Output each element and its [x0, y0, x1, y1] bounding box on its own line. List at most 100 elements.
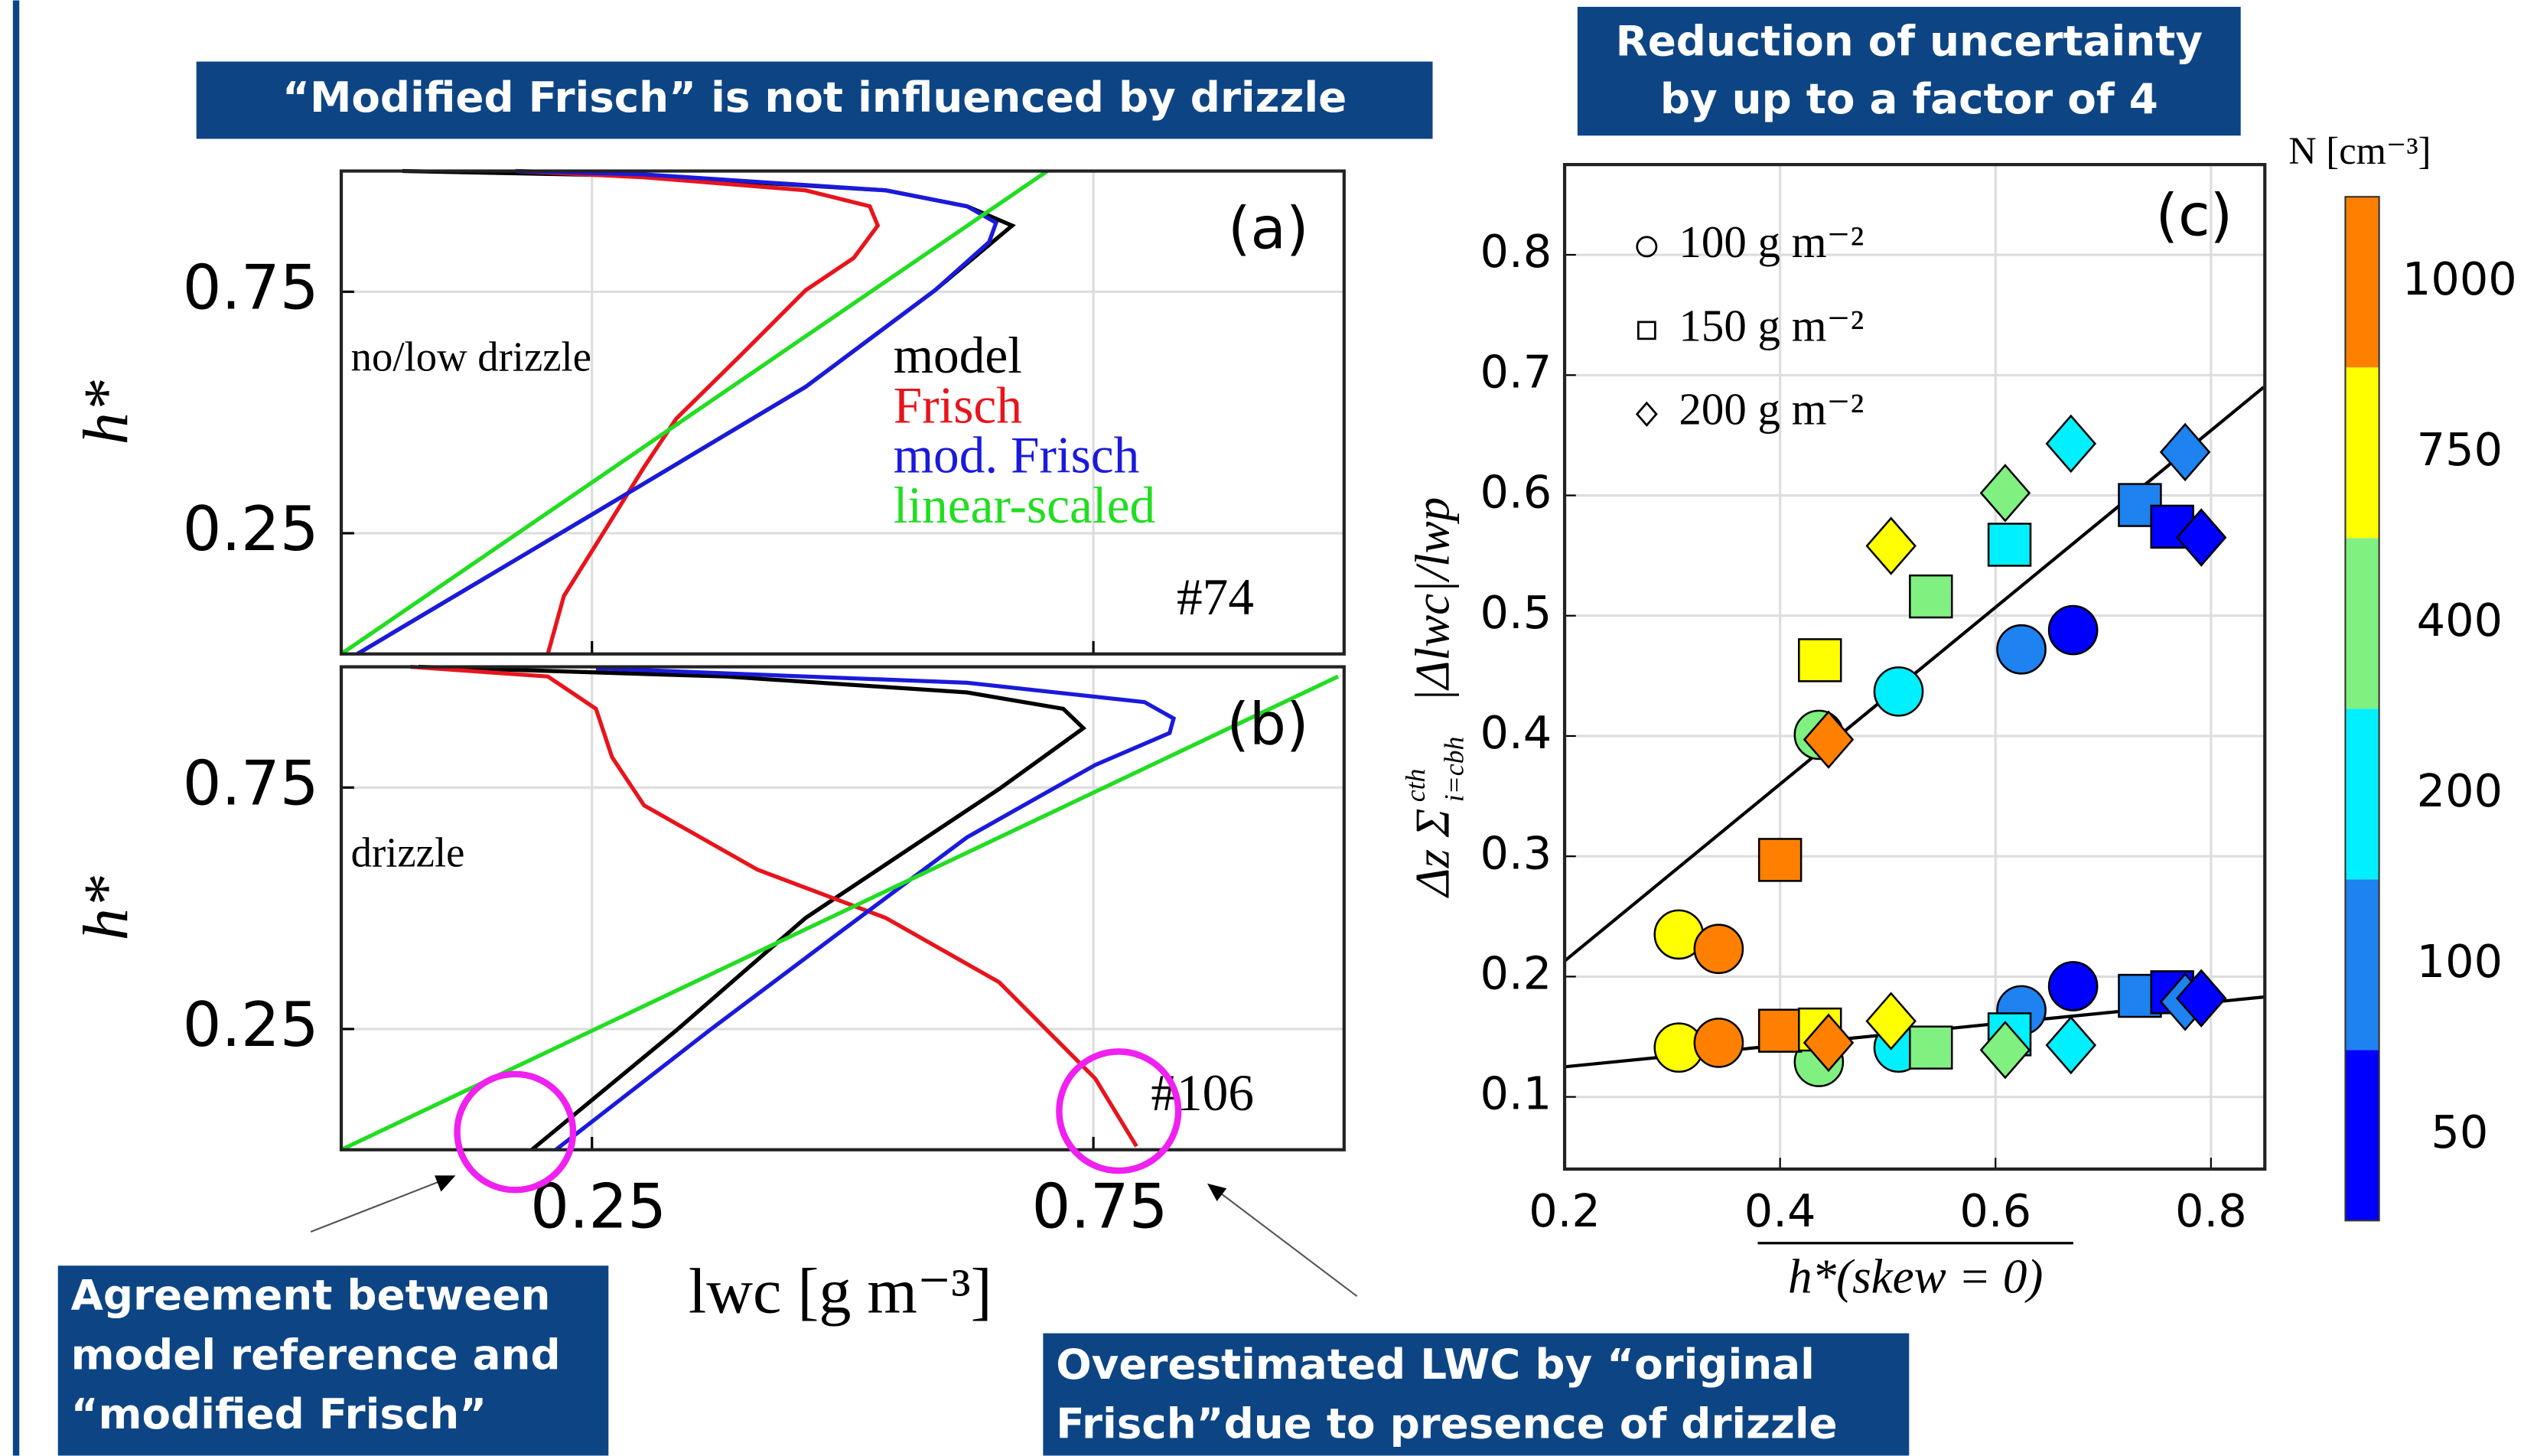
annotation-text: “modified Frisch” [71, 1389, 487, 1438]
legend-entry: linear-scaled [894, 477, 1155, 534]
profile-line [340, 674, 1340, 1152]
annotation-top-left: “Modified Frisch” is not influenced by d… [196, 61, 1433, 139]
annotation-box [57, 1265, 609, 1456]
case-label: #74 [1177, 568, 1254, 626]
profile-line [515, 168, 881, 655]
colorbar-tick-label: 750 [2417, 423, 2503, 476]
highlight-circle [454, 1070, 577, 1194]
x-axis-label: lwc [g m⁻³] [689, 1256, 992, 1327]
y-tick-label: 0.25 [183, 493, 319, 565]
marker [1909, 1025, 1953, 1070]
y-tick-label: 0.5 [1480, 586, 1552, 639]
annotation-bottom-left: Agreement between model reference and “m… [57, 1265, 609, 1456]
marker [1693, 923, 1744, 975]
annotation-box [196, 61, 1433, 139]
marker [1637, 321, 1656, 340]
annotation-box [1577, 6, 2241, 136]
annotation-text: by up to a factor of 4 [1660, 74, 2158, 123]
x-tick-label: 0.4 [1744, 1184, 1816, 1237]
marker [1803, 1013, 1855, 1073]
legend-entry: mod. Frisch [894, 427, 1140, 484]
y-tick-label: 0.8 [1480, 225, 1552, 278]
marker [1873, 666, 1924, 717]
colorbar-tick-label: 400 [2417, 594, 2503, 647]
legend-entry: Frisch [894, 376, 1022, 434]
x-tick-label: 0.6 [1959, 1184, 2031, 1237]
regime-label: no/low drizzle [351, 333, 591, 379]
marker [2047, 961, 2099, 1011]
profile-line [356, 168, 999, 656]
colorbar-tick-label: 200 [2417, 764, 2503, 817]
arrow [1211, 1186, 1358, 1298]
y-tick-label: 0.4 [1480, 706, 1552, 759]
x-axis-label: h*(skew = 0) [1788, 1250, 2044, 1304]
colorbar-tick-label: 50 [2431, 1106, 2488, 1158]
y-tick-label: 0.1 [1480, 1067, 1552, 1120]
plot-frame [339, 169, 1346, 656]
marker [1757, 838, 1803, 882]
x-tick-label: 0.75 [1032, 1171, 1168, 1243]
y-axis-label: Δz Σ cth i=cbh |Δlwc|/lwp [1400, 497, 1469, 899]
annotation-text: Reduction of uncertainty [1616, 16, 2203, 65]
y-tick-label: 0.75 [183, 252, 319, 323]
annotation-text: “Modified Frisch” is not influenced by d… [282, 73, 1347, 122]
y-axis-label-part: Δz Σ [1405, 809, 1459, 899]
x-tick-label: 0.8 [2175, 1184, 2247, 1237]
arrow-head [435, 1175, 456, 1192]
x-tick-label: 0.25 [530, 1171, 666, 1243]
y-axis-label-part: |Δlwc|/lwp [1405, 497, 1459, 702]
y-tick-label: 0.3 [1480, 826, 1552, 879]
marker [1636, 236, 1658, 258]
marker [1757, 1008, 1803, 1053]
colorbar-segment [2345, 1050, 2379, 1221]
y-tick-label: 0.2 [1480, 947, 1552, 1000]
legend-entry: 150 g m⁻² [1679, 301, 1864, 350]
marker [1865, 516, 1917, 575]
marker [2175, 508, 2227, 567]
y-axis-label: h* [71, 875, 142, 940]
y-tick-label: 0.25 [183, 989, 319, 1060]
annotation-text: Frisch”due to presence of drizzle [1056, 1399, 1837, 1448]
marker [2045, 414, 2097, 474]
marker [1987, 523, 2032, 567]
marker [1979, 1021, 2031, 1080]
y-axis-label-part: cth [1400, 769, 1431, 803]
profile-line [340, 169, 1049, 656]
colorbar-label: N [cm⁻³] [2288, 129, 2431, 172]
legend-entry: 100 g m⁻² [1679, 217, 1864, 267]
marker [2159, 422, 2211, 482]
colorbar-segment [2345, 197, 2379, 368]
marker [1693, 1018, 1744, 1068]
profile-line [418, 664, 1087, 1151]
arrow [310, 1176, 451, 1233]
y-axis-label-part: i=cbh [1438, 737, 1469, 803]
y-tick-label: 0.75 [183, 748, 319, 819]
arrow-head [1207, 1183, 1227, 1202]
annotation-text: Overestimated LWC by “original [1056, 1340, 1815, 1389]
colorbar-segment [2345, 879, 2379, 1050]
marker [1909, 574, 1953, 619]
annotation-bottom-right: Overestimated LWC by “original Frisch”du… [1043, 1333, 1910, 1456]
marker [2047, 604, 2099, 656]
regime-label: drizzle [351, 829, 465, 875]
plot-frame [1562, 163, 2267, 1171]
highlight-circle [1056, 1048, 1182, 1174]
profile-line [410, 664, 1138, 1148]
marker [2045, 1015, 2097, 1075]
panel-label: (a) [1228, 194, 1309, 262]
panel-label: (b) [1226, 690, 1308, 757]
colorbar-tick-label: 1000 [2402, 252, 2517, 305]
marker [1635, 401, 1658, 427]
marker [2175, 969, 2227, 1028]
y-tick-label: 0.7 [1480, 345, 1552, 398]
legend-entry: 200 g m⁻² [1679, 385, 1864, 435]
x-tick-label: 0.2 [1529, 1184, 1601, 1237]
profile-line [554, 666, 1177, 1151]
colorbar-frame [2344, 196, 2380, 1222]
plot-frame [339, 665, 1346, 1151]
marker [1798, 638, 1842, 682]
colorbar-segment [2345, 708, 2379, 880]
annotation-text: Agreement between [71, 1270, 551, 1319]
